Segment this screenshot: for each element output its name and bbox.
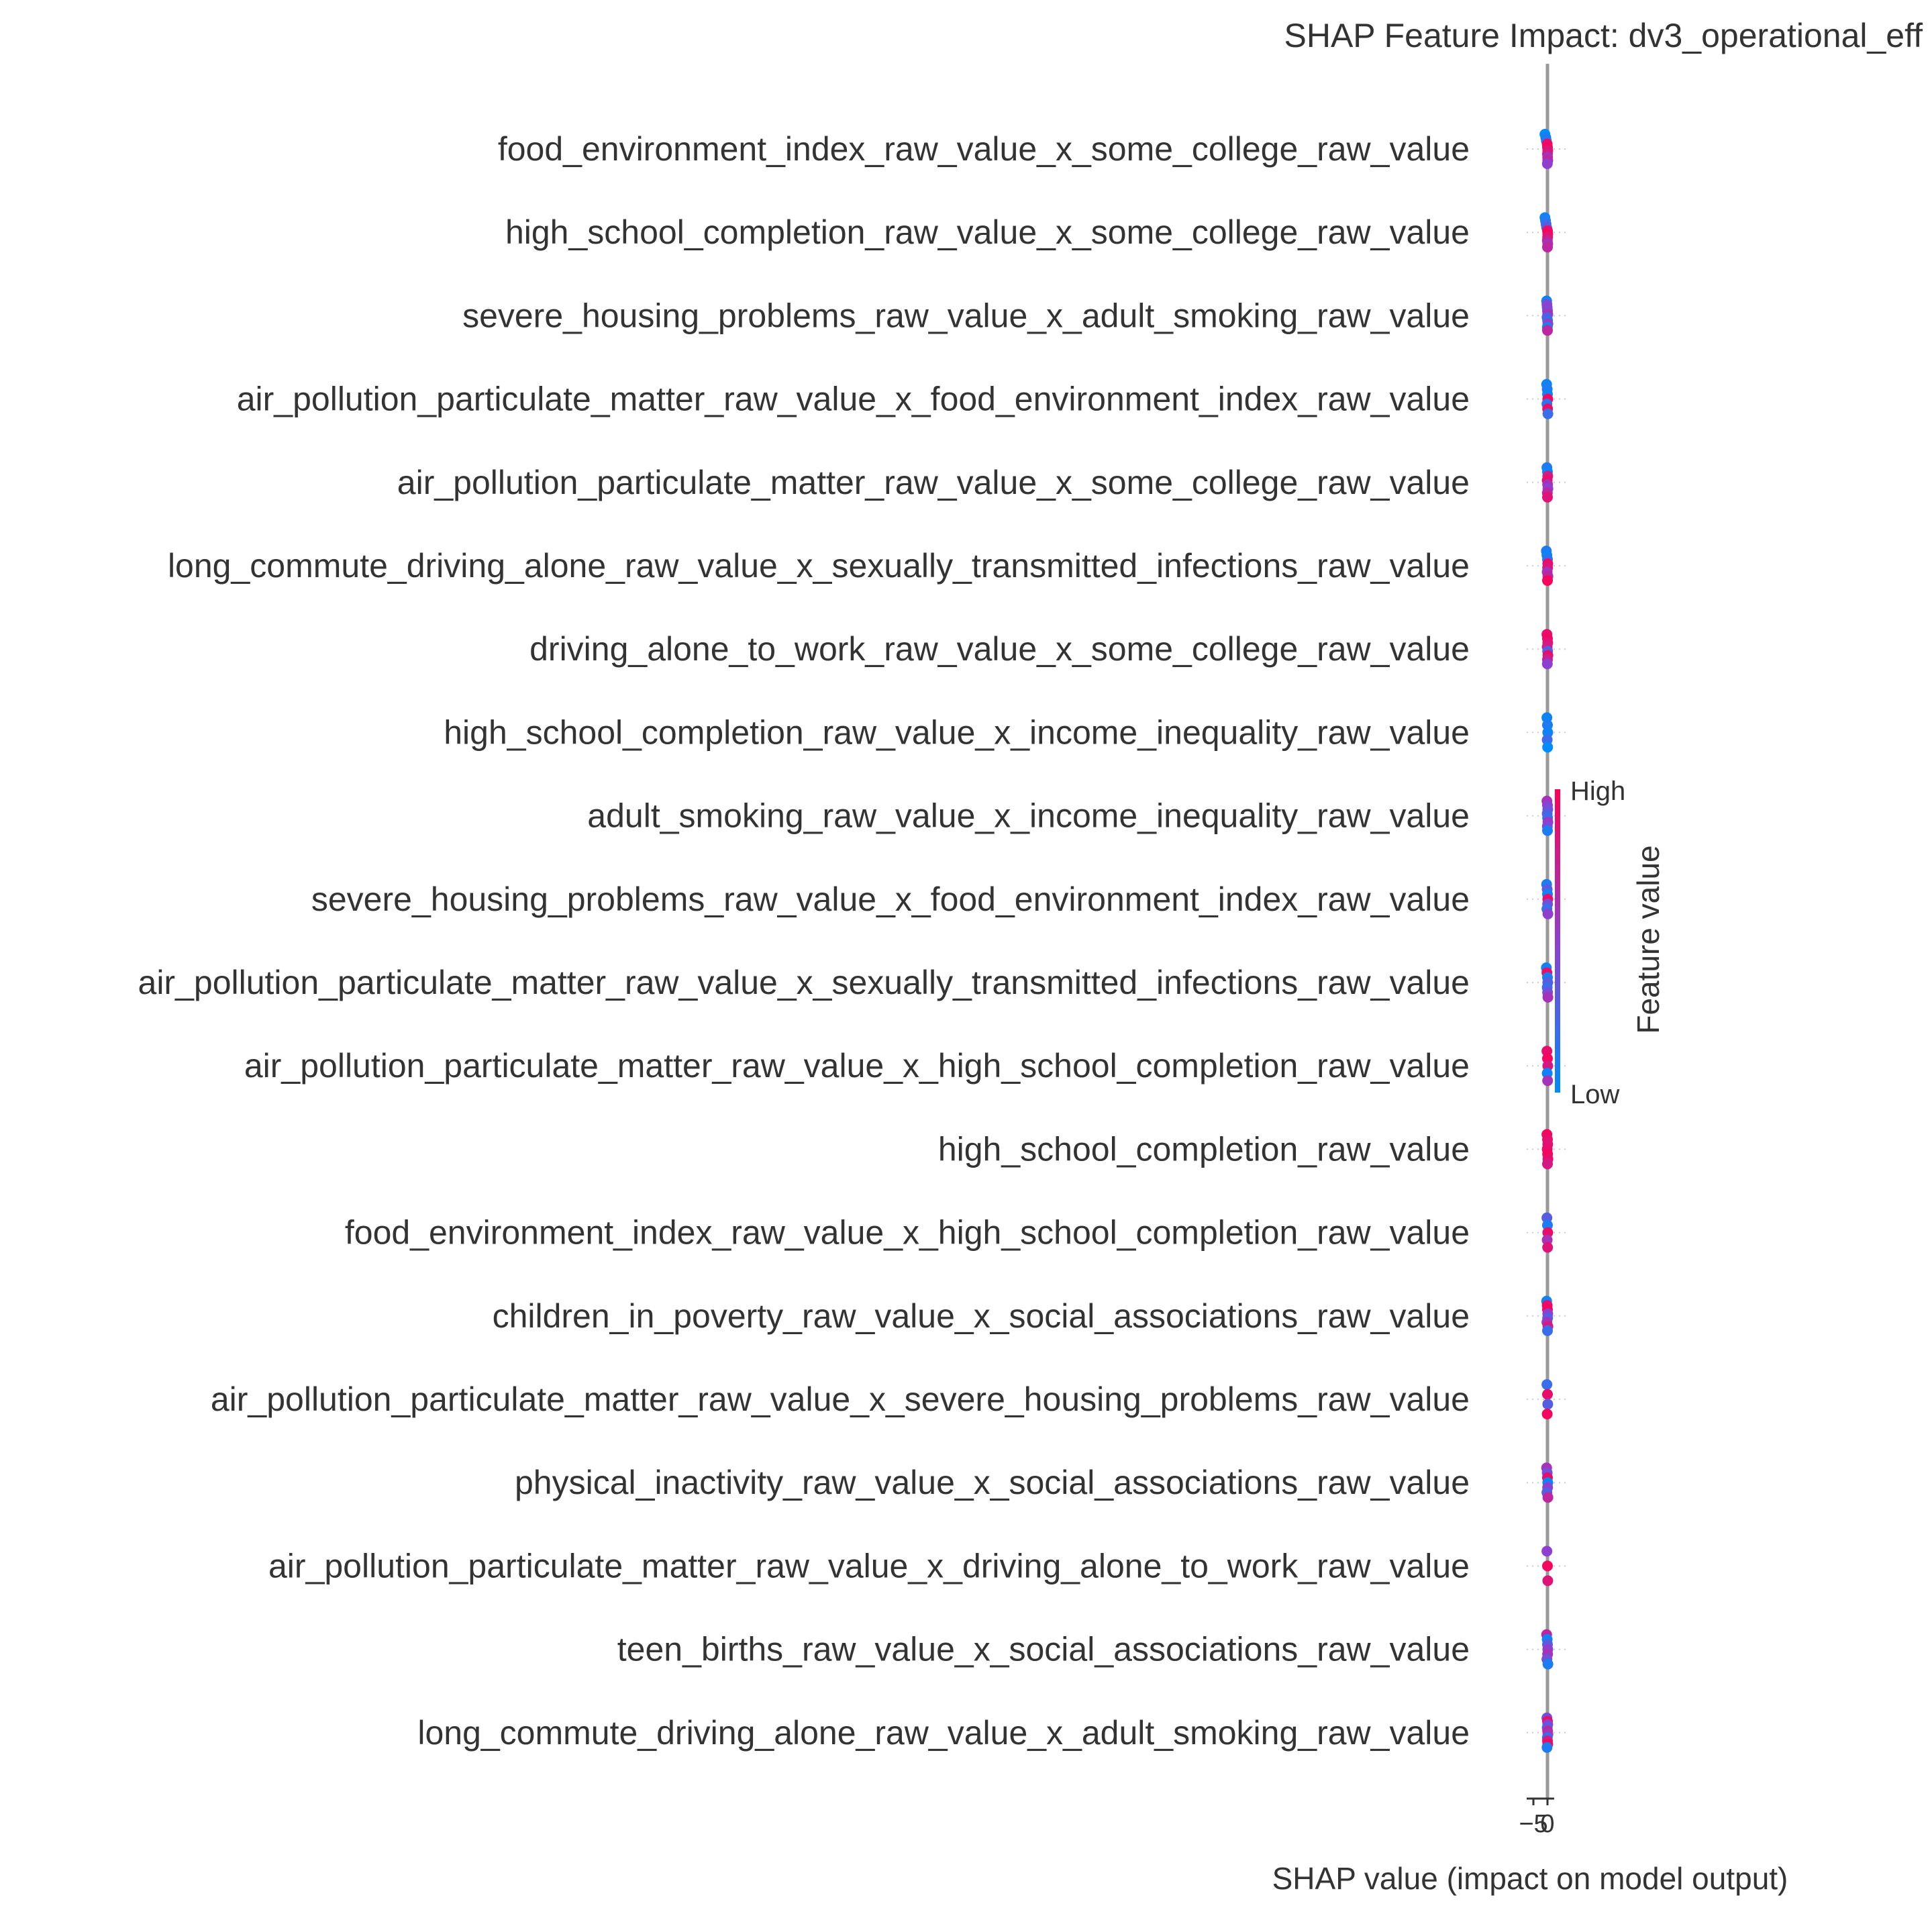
colorbar-gradient [1555,789,1560,1093]
feature-label: air_pollution_particulate_matter_raw_val… [211,1380,1470,1418]
zero-line-group [1527,64,1568,1799]
shap-point [1542,992,1554,1003]
feature-label: long_commute_driving_alone_raw_value_x_s… [168,547,1470,585]
shap-point [1542,1325,1553,1336]
feature-label: air_pollution_particulate_matter_raw_val… [397,464,1470,501]
shap-point [1542,1242,1554,1253]
feature-label: air_pollution_particulate_matter_raw_val… [244,1047,1470,1085]
shap-point [1542,1389,1553,1400]
shap-point [1542,825,1553,836]
shap-point [1541,158,1553,169]
colorbar: High Low Feature value [1555,776,1666,1109]
feature-label: high_school_completion_raw_value [938,1130,1470,1168]
shap-point [1541,1409,1553,1419]
shap-point [1542,1075,1554,1087]
shap-point [1541,1379,1553,1390]
chart-title: SHAP Feature Impact: dv3_operational_eff [1284,17,1923,54]
feature-label: food_environment_index_raw_value_x_some_… [498,130,1470,168]
feature-label: severe_housing_problems_raw_value_x_food… [311,880,1470,918]
shap-point [1541,658,1553,670]
shap-point [1542,575,1553,586]
shap-point [1542,1399,1554,1410]
shap-point [1542,408,1554,419]
colorbar-title: Feature value [1631,845,1666,1034]
feature-label: teen_births_raw_value_x_social_associati… [617,1631,1470,1668]
x-axis: −50 [1519,1797,1555,1838]
feature-label: adult_smoking_raw_value_x_income_inequal… [587,797,1470,835]
x-axis-label: SHAP value (impact on model output) [1272,1861,1788,1896]
colorbar-low-label: Low [1570,1080,1619,1109]
x-tick-label: 0 [1540,1810,1554,1838]
shap-point [1542,1492,1554,1503]
feature-label: air_pollution_particulate_matter_raw_val… [268,1547,1470,1584]
shap-point [1542,1560,1553,1572]
feature-label: air_pollution_particulate_matter_raw_val… [237,381,1470,418]
feature-label: driving_alone_to_work_raw_value_x_some_c… [529,630,1470,668]
feature-labels: food_environment_index_raw_value_x_some_… [138,130,1470,1752]
feature-label: air_pollution_particulate_matter_raw_val… [138,964,1470,1001]
feature-label: severe_housing_problems_raw_value_x_adul… [462,297,1470,334]
shap-points [1539,129,1554,1753]
shap-point [1542,491,1553,503]
colorbar-high-label: High [1570,776,1625,806]
feature-label: physical_inactivity_raw_value_x_social_a… [515,1464,1470,1501]
x-tick-label: −5 [1519,1810,1547,1838]
feature-label: high_school_completion_raw_value_x_incom… [444,713,1470,751]
shap-point [1542,1575,1554,1587]
shap-point [1542,908,1554,919]
feature-label: long_commute_driving_alone_raw_value_x_a… [417,1714,1470,1752]
shap-point [1542,1158,1553,1170]
shap-point [1542,1658,1554,1670]
feature-label: food_environment_index_raw_value_x_high_… [345,1214,1470,1252]
shap-point [1542,325,1553,336]
shap-point [1542,242,1553,253]
feature-label: children_in_poverty_raw_value_x_social_a… [493,1297,1470,1335]
shap-point [1542,742,1554,753]
shap-point [1541,1546,1553,1557]
shap-point [1541,1742,1553,1753]
feature-label: high_school_completion_raw_value_x_some_… [505,213,1470,251]
